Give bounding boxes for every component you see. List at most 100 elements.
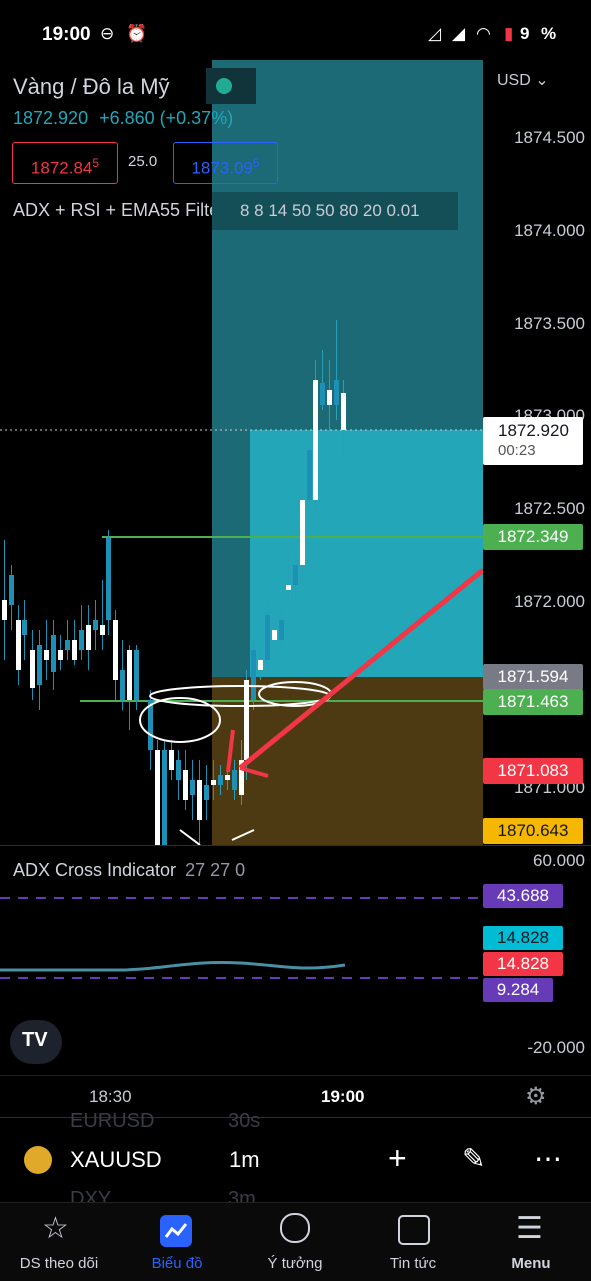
interval-selector[interactable]: 1m [229, 1147, 260, 1172]
candle-body [79, 630, 84, 650]
candle-body [9, 575, 14, 605]
candle-body [183, 770, 188, 800]
currency-selector[interactable]: USD ⌄ [497, 72, 549, 89]
candle-body [22, 620, 27, 635]
no-signal-icon: ◿ [428, 24, 442, 43]
adx-tick: -20.000 [527, 1038, 585, 1057]
candle-body [258, 660, 263, 670]
adx-line [0, 960, 346, 972]
indicator-name: ADX + RSI + EMA55 Filter [13, 200, 226, 220]
adx-legend[interactable]: ADX Cross Indicator 27 27 0 [13, 860, 245, 881]
battery-icon: ▮ [504, 24, 514, 43]
symbol-title[interactable]: Vàng / Đô la Mỹ [13, 74, 170, 99]
candle-body [218, 775, 223, 785]
nav-news[interactable]: Tin tức [354, 1203, 472, 1281]
current-price-label: 1872.920 00:23 [483, 417, 583, 465]
wifi-icon: ◠ [476, 24, 491, 43]
candle-body [30, 650, 35, 688]
last-price-line: 1872.920 +6.860 (+0.37%) [13, 108, 233, 129]
candle-body [320, 383, 325, 405]
nav-chart[interactable]: Biểu đồ [118, 1203, 236, 1281]
market-open-icon [216, 78, 232, 94]
nav-watchlist[interactable]: ☆ DS theo dõi [19, 1212, 99, 1272]
price-change: +6.860 (+0.37%) [99, 108, 234, 128]
battery-level: 9 [520, 24, 530, 43]
candle-body [169, 750, 174, 770]
candle-body [120, 670, 125, 700]
candle-body [265, 615, 270, 660]
adx-tick: 60.000 [533, 851, 585, 870]
signal-icon: ◢ [452, 24, 466, 43]
ghost-interval: 30s [228, 1110, 261, 1132]
candle-body [44, 650, 49, 660]
battery-percent: % [541, 24, 557, 43]
price-tick: 1872.000 [514, 592, 585, 611]
candle-body [211, 780, 216, 785]
adx-canvas [0, 897, 483, 979]
drawing-pen-icon[interactable]: ✎ [462, 1143, 486, 1174]
price-tick: 1874.500 [514, 128, 585, 147]
alarm-icon: ⏰ [126, 24, 148, 43]
settings-gear-icon[interactable]: ⚙ [525, 1083, 547, 1110]
time-axis[interactable]: 18:30 19:00 ⚙ [0, 1075, 591, 1118]
adx-axis[interactable]: 60.000 -20.000 [483, 845, 591, 1076]
sell-button[interactable]: 1872.845 [12, 142, 118, 184]
candle-body [58, 650, 63, 660]
lightbulb-icon [280, 1213, 310, 1243]
price-tick: 1874.000 [514, 221, 585, 240]
chart-icon [160, 1215, 192, 1247]
candle-body [86, 625, 91, 650]
candle-body [272, 630, 277, 640]
status-time: 19:00 [42, 24, 91, 45]
candle-body [2, 600, 7, 620]
candle-body [162, 750, 167, 845]
candle-body [300, 500, 305, 565]
candle-body [251, 650, 256, 700]
profit-zone [250, 430, 483, 677]
adx-label: 43.688 [483, 884, 563, 908]
adx-label: 14.828 [483, 926, 563, 950]
symbol-selector[interactable]: XAUUSD [70, 1147, 162, 1172]
price-chart[interactable]: Vàng / Đô la Mỹ 1872.920 +6.860 (+0.37%)… [0, 60, 483, 845]
spread-value: 25.0 [128, 153, 158, 170]
adx-params: 27 27 0 [185, 860, 246, 880]
last-price: 1872.920 [13, 108, 89, 128]
add-icon[interactable]: + [388, 1140, 407, 1176]
candle-body [225, 775, 230, 780]
buy-button[interactable]: 1873.095 [173, 142, 278, 184]
more-icon[interactable]: ⋯ [534, 1143, 562, 1174]
candle-body [313, 380, 318, 500]
candle-body [72, 640, 77, 660]
candle-body [155, 750, 160, 845]
candle-body [113, 620, 118, 680]
chevron-down-icon: ⌄ [535, 72, 549, 89]
candle-body [286, 585, 291, 590]
annotation-circle [139, 697, 221, 743]
candle-body [176, 760, 181, 780]
tv-logo-icon: TV [22, 1029, 48, 1051]
candle-body [341, 393, 346, 430]
indicator-overlay-legend[interactable]: ADX + RSI + EMA55 Filter 8 8 14 50 50 80… [0, 192, 458, 230]
market-status[interactable] [206, 68, 256, 104]
candle-body [65, 640, 70, 650]
candle-body [279, 620, 284, 640]
bottom-nav: ☆ DS theo dõi Biểu đồ Ý tưởng Tin tức ☰ … [0, 1202, 591, 1281]
candle-body [327, 390, 332, 405]
symbol-toolbar: EURUSD 30s DXY 3m XAUUSD 1m + ✎ ⋯ [0, 1110, 591, 1210]
annotation-arrow [238, 568, 483, 770]
price-tick: 1873.500 [514, 314, 585, 333]
loss-zone [212, 677, 483, 845]
price-tick: 1872.500 [514, 499, 585, 518]
candle-body [239, 760, 244, 795]
adx-indicator-pane[interactable]: ADX Cross Indicator 27 27 0 TV [0, 845, 483, 1076]
menu-icon: ☰ [516, 1212, 543, 1245]
candle-body [100, 625, 105, 635]
gold-bars-icon [24, 1146, 52, 1174]
dnd-icon: ⊖ [100, 24, 115, 43]
candle-body [51, 635, 56, 672]
nav-ideas[interactable]: Ý tưởng [236, 1203, 354, 1281]
tradingview-logo[interactable]: TV [10, 1020, 62, 1064]
nav-menu[interactable]: ☰ Menu [511, 1212, 551, 1272]
candle-body [106, 538, 111, 620]
price-label-support: 1871.463 [483, 689, 583, 715]
